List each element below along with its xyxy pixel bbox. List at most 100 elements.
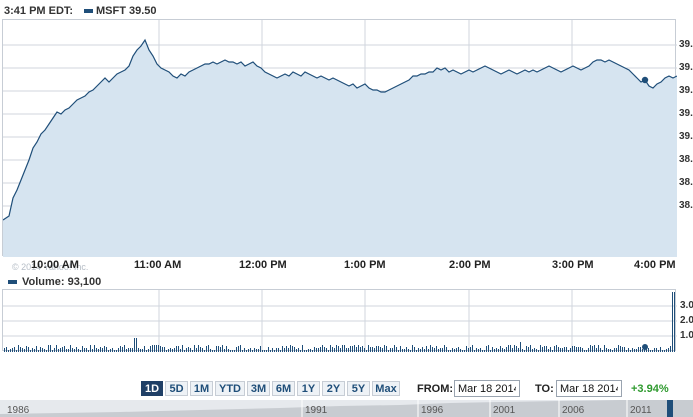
volume-bar — [664, 350, 665, 352]
volume-bar — [90, 345, 91, 352]
current-price-marker — [641, 76, 649, 84]
volume-bar — [54, 348, 55, 352]
volume-bar — [454, 349, 455, 352]
volume-bar — [478, 349, 479, 352]
volume-bar — [38, 350, 39, 352]
volume-bar — [82, 346, 83, 352]
to-date-input[interactable] — [556, 380, 622, 397]
volume-bar — [548, 349, 549, 352]
range-button-6m[interactable]: 6M — [272, 381, 295, 396]
volume-bar — [44, 349, 45, 352]
volume-bar — [326, 348, 327, 352]
volume-bar — [270, 350, 271, 352]
volume-axis-label: 3.0 — [680, 300, 693, 311]
volume-bar — [444, 345, 445, 352]
volume-bar — [260, 346, 261, 352]
volume-bar — [248, 349, 249, 352]
volume-bar — [484, 350, 485, 352]
price-axis-label: 38. — [679, 200, 693, 211]
volume-bar — [636, 349, 637, 352]
range-button-1d[interactable]: 1D — [141, 381, 163, 396]
volume-bar — [348, 348, 349, 352]
volume-bar — [380, 347, 381, 352]
volume-bar — [168, 349, 169, 352]
range-button-max[interactable]: Max — [372, 381, 400, 396]
navigator-year: 2011 — [630, 405, 652, 416]
ticker-label: MSFT 39.50 — [96, 5, 157, 17]
volume-bar — [198, 345, 199, 352]
volume-bar — [660, 347, 661, 352]
navigator-handle[interactable] — [667, 400, 673, 417]
volume-bar — [142, 349, 143, 352]
range-button-2y[interactable]: 2Y — [322, 381, 345, 396]
volume-bar — [668, 348, 669, 352]
volume-bar — [184, 350, 185, 352]
volume-bar — [610, 349, 611, 352]
price-chart-panel[interactable]: © 2014 Yahoo! Inc. — [2, 19, 677, 272]
range-button-3m[interactable]: 3M — [247, 381, 270, 396]
volume-bar — [334, 348, 335, 352]
volume-bar — [204, 350, 205, 352]
volume-bar — [634, 349, 635, 352]
volume-chart[interactable] — [3, 290, 677, 352]
range-button-5y[interactable]: 5Y — [347, 381, 370, 396]
volume-bar — [324, 347, 325, 352]
volume-bar — [172, 349, 173, 352]
volume-bar — [604, 345, 605, 352]
volume-bar — [226, 346, 227, 352]
time-axis-label: 10:00 AM — [31, 259, 79, 271]
range-button-1y[interactable]: 1Y — [297, 381, 320, 396]
volume-bar — [554, 346, 555, 352]
volume-bar — [220, 347, 221, 352]
volume-bar — [398, 350, 399, 352]
volume-bar — [404, 349, 405, 352]
volume-bar — [562, 348, 563, 352]
volume-bar — [212, 350, 213, 352]
volume-bar — [70, 345, 71, 352]
volume-bar — [124, 345, 125, 352]
volume-bar — [112, 348, 113, 352]
volume-bar — [196, 348, 197, 352]
volume-bar — [170, 348, 171, 352]
volume-bar — [292, 346, 293, 352]
volume-bar — [384, 345, 385, 352]
volume-bar — [256, 349, 257, 352]
volume-bar — [104, 346, 105, 352]
volume-bar — [28, 347, 29, 352]
range-navigator[interactable] — [0, 400, 693, 417]
volume-bar — [20, 347, 21, 352]
range-button-1m[interactable]: 1M — [190, 381, 213, 396]
volume-bar — [432, 347, 433, 352]
volume-bar — [426, 346, 427, 352]
volume-bar — [470, 347, 471, 352]
range-button-5d[interactable]: 5D — [165, 381, 188, 396]
volume-bar — [542, 347, 543, 352]
volume-bar — [202, 348, 203, 352]
volume-bar — [164, 347, 165, 352]
volume-bar — [22, 348, 23, 352]
volume-bar — [60, 348, 61, 352]
volume-bar — [288, 348, 289, 352]
from-date-input[interactable] — [454, 380, 520, 397]
volume-bar — [622, 347, 623, 352]
volume-bar — [342, 345, 343, 352]
navigator-year: 1991 — [305, 405, 328, 416]
volume-bar — [564, 347, 565, 352]
copyright-watermark: © 2014 Yahoo! Inc. — [12, 262, 89, 272]
volume-bar — [258, 349, 259, 352]
volume-bar — [618, 345, 619, 352]
volume-bar — [418, 348, 419, 352]
volume-bar — [382, 348, 383, 352]
volume-bar — [296, 349, 297, 352]
volume-bar — [116, 350, 117, 352]
volume-chart-panel[interactable] — [2, 289, 677, 352]
range-button-ytd[interactable]: YTD — [215, 381, 245, 396]
volume-bar — [12, 348, 13, 352]
volume-bar — [36, 346, 37, 352]
volume-bar — [620, 346, 621, 352]
time-axis-label: 3:00 PM — [552, 259, 594, 271]
volume-bar — [186, 348, 187, 352]
price-chart[interactable] — [3, 20, 677, 257]
volume-bar — [626, 350, 627, 352]
volume-bar — [314, 347, 315, 352]
